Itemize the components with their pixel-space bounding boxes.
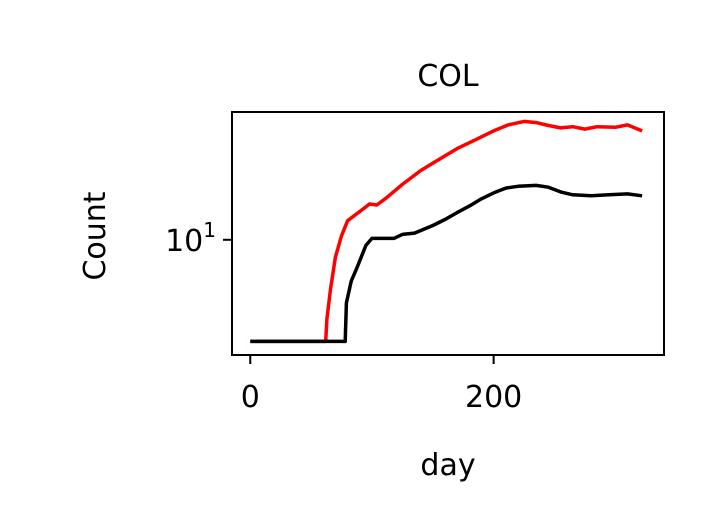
plot-frame [231, 111, 665, 356]
y-tick-label-0: 101 [165, 218, 216, 259]
x-tick-label-1: 200 [465, 380, 522, 415]
series-line-0 [250, 119, 643, 344]
series-line-1 [250, 183, 643, 344]
y-ticks: 101 [165, 218, 232, 259]
x-ticks: 0 200 [241, 355, 522, 415]
x-tick-label-0: 0 [241, 380, 260, 415]
x-axis-label: day [420, 448, 475, 483]
chart-title: COL [417, 59, 479, 94]
series-layer [250, 119, 643, 344]
y-axis-label: Count [78, 191, 113, 280]
